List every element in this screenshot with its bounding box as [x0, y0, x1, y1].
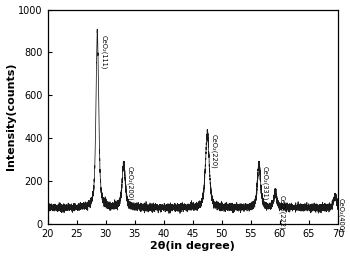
Text: CeO₂(111): CeO₂(111)	[100, 35, 107, 70]
X-axis label: 2θ(in degree): 2θ(in degree)	[150, 241, 235, 251]
Y-axis label: Intensity(counts): Intensity(counts)	[6, 63, 15, 170]
Text: CeO₂(220): CeO₂(220)	[210, 134, 217, 169]
Text: CeO₂(200): CeO₂(200)	[127, 166, 133, 201]
Text: CeO₂(222): CeO₂(222)	[278, 195, 285, 230]
Text: CeO₂(400): CeO₂(400)	[338, 198, 344, 233]
Text: CeO₂(331): CeO₂(331)	[262, 166, 268, 201]
